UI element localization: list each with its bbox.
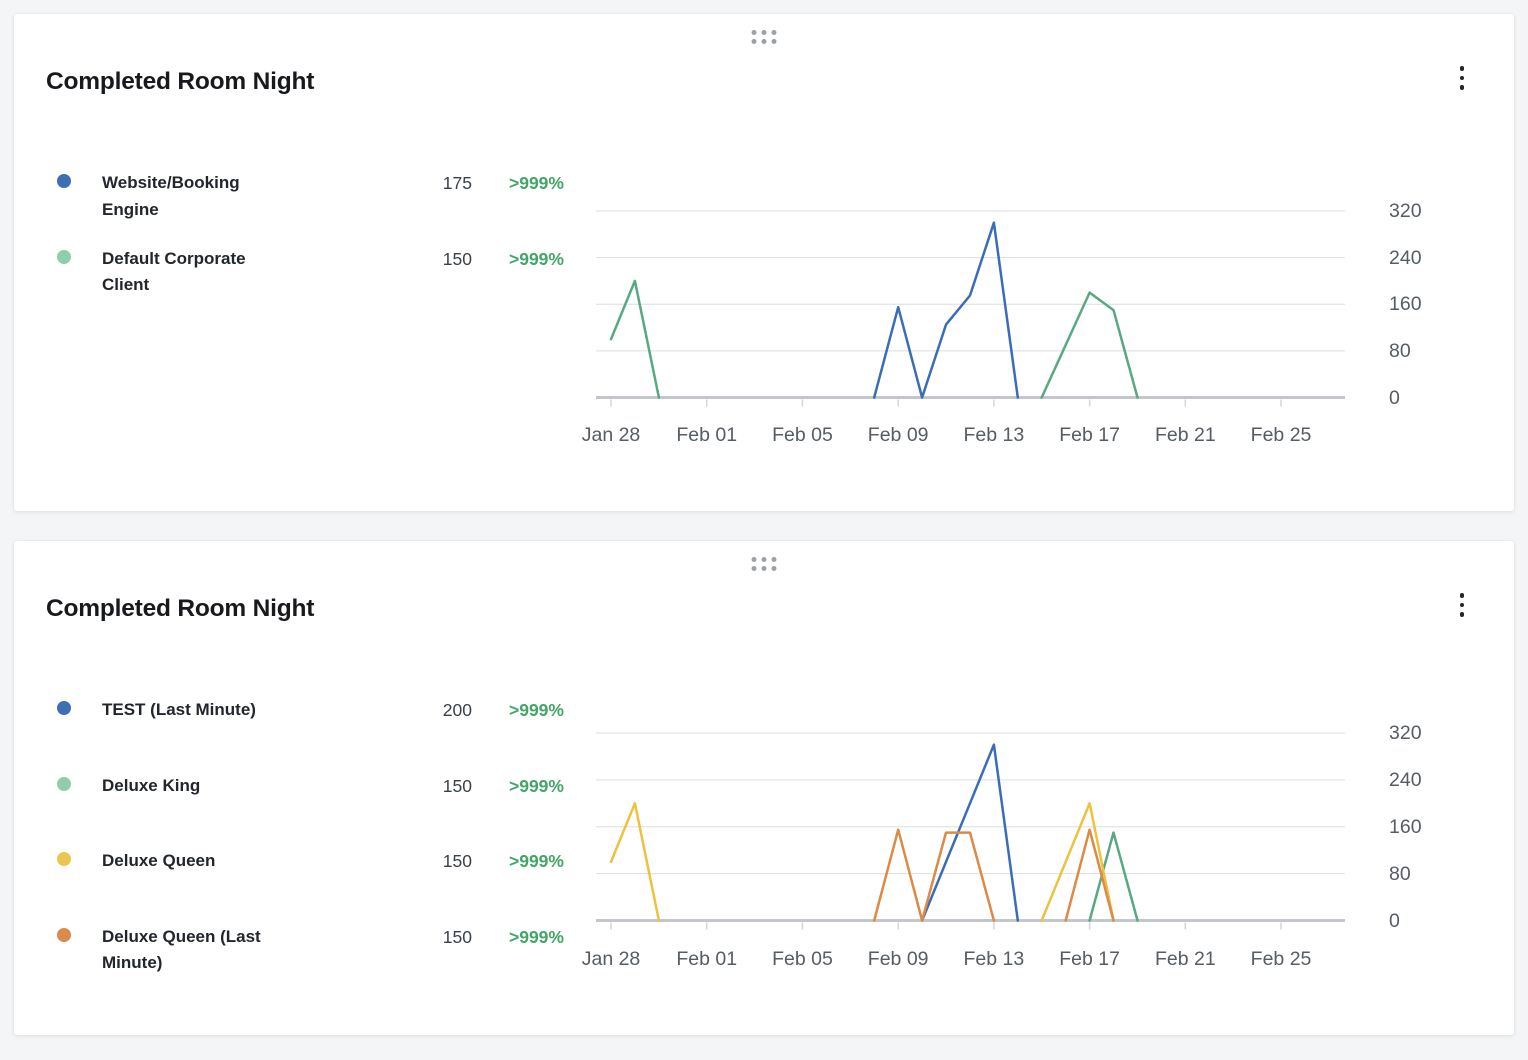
legend-value: 200: [442, 700, 472, 720]
series-line: [920, 743, 1020, 922]
completed-room-night-widget-1: Completed Room Night Website/Booking Eng…: [14, 14, 1514, 511]
y-axis-label: 0: [1389, 909, 1400, 932]
drag-handle-icon[interactable]: [748, 553, 781, 575]
x-axis-label: Feb 25: [1250, 948, 1312, 970]
legend-item[interactable]: TEST (Last Minute) 200 >999%: [57, 697, 597, 773]
legend-change-percent: >999%: [509, 926, 564, 947]
y-axis-label: 0: [1389, 386, 1400, 409]
legend-dot-icon: [57, 174, 71, 188]
x-axis-label: Feb 17: [1059, 948, 1120, 970]
x-axis-label: Feb 25: [1250, 424, 1312, 446]
y-axis-label: 240: [1389, 246, 1422, 269]
legend-value: 150: [442, 248, 472, 269]
y-axis-label: 240: [1389, 768, 1422, 791]
y-axis-label: 320: [1389, 722, 1422, 744]
series-line: [872, 221, 1020, 399]
y-axis-label: 80: [1389, 339, 1411, 362]
legend-change-percent: >999%: [509, 700, 564, 720]
series-line: [609, 279, 661, 399]
x-axis-label: Feb 01: [676, 948, 738, 970]
x-axis-label: Feb 13: [963, 948, 1025, 970]
x-axis-label: Feb 05: [772, 424, 833, 446]
widget-menu-kebab-icon[interactable]: [1450, 61, 1474, 95]
legend-change-percent: >999%: [509, 851, 564, 871]
legend-label: Deluxe Queen (Last Minute): [102, 926, 261, 973]
y-axis-label: 160: [1389, 293, 1422, 316]
legend-label: TEST (Last Minute): [102, 700, 256, 719]
legend-item[interactable]: Website/Booking Engine 175 >999%: [57, 170, 597, 246]
widget-title: Completed Room Night: [46, 595, 315, 622]
legend-value: 175: [442, 173, 472, 193]
series-line: [609, 802, 661, 922]
legend-label: Deluxe Queen: [102, 851, 216, 870]
legend-label: Website/Booking Engine: [102, 173, 240, 219]
widget-menu-kebab-icon[interactable]: [1450, 588, 1474, 622]
legend-value: 150: [442, 851, 472, 871]
legend: Website/Booking Engine 175 >999% Default Co…: [57, 170, 597, 321]
legend-change-percent: >999%: [509, 248, 564, 269]
legend-dot-icon: [57, 776, 71, 791]
x-axis-label: Feb 09: [867, 948, 929, 970]
y-axis-label: 80: [1389, 862, 1411, 885]
x-axis-label: Feb 09: [867, 424, 929, 446]
legend-label: Default Corporate Client: [102, 248, 246, 295]
completed-room-night-widget-2: Completed Room Night TEST (Last Minute) 2…: [14, 541, 1514, 1035]
legend-change-percent: >999%: [509, 173, 564, 193]
legend-item[interactable]: Deluxe Queen (Last Minute) 150 >999%: [57, 924, 597, 1000]
x-axis-label: Feb 13: [963, 424, 1025, 446]
legend-dot-icon: [57, 701, 71, 715]
series-line: [1040, 802, 1115, 922]
series-line: [872, 828, 996, 922]
drag-handle-icon[interactable]: [748, 26, 781, 48]
legend-dot-icon: [57, 249, 71, 264]
legend-value: 150: [442, 926, 472, 947]
y-axis-label: 320: [1389, 200, 1422, 222]
legend-value: 150: [442, 775, 472, 796]
series-line: [1088, 831, 1139, 922]
y-axis-label: 160: [1389, 815, 1422, 838]
x-axis-label: Jan 28: [581, 424, 641, 446]
x-axis-label: Feb 05: [772, 948, 833, 970]
series-line: [1064, 828, 1115, 922]
x-axis-label: Feb 21: [1154, 948, 1216, 970]
legend-item[interactable]: Default Corporate Client 150 >999%: [57, 246, 597, 322]
legend-dot-icon: [57, 927, 71, 942]
legend-label: Deluxe King: [102, 775, 201, 795]
legend-item[interactable]: Deluxe King 150 >999%: [57, 773, 597, 849]
x-axis-label: Feb 17: [1059, 424, 1120, 446]
legend: TEST (Last Minute) 200 >999% Deluxe King 150…: [57, 697, 597, 999]
widget-title: Completed Room Night: [46, 68, 315, 95]
legend-dot-icon: [57, 852, 71, 866]
legend-change-percent: >999%: [509, 775, 564, 796]
series-line: [1040, 291, 1139, 399]
legend-item[interactable]: Deluxe Queen 150 >999%: [57, 848, 597, 924]
x-axis-label: Feb 21: [1154, 424, 1216, 446]
x-axis-label: Feb 01: [676, 424, 738, 446]
